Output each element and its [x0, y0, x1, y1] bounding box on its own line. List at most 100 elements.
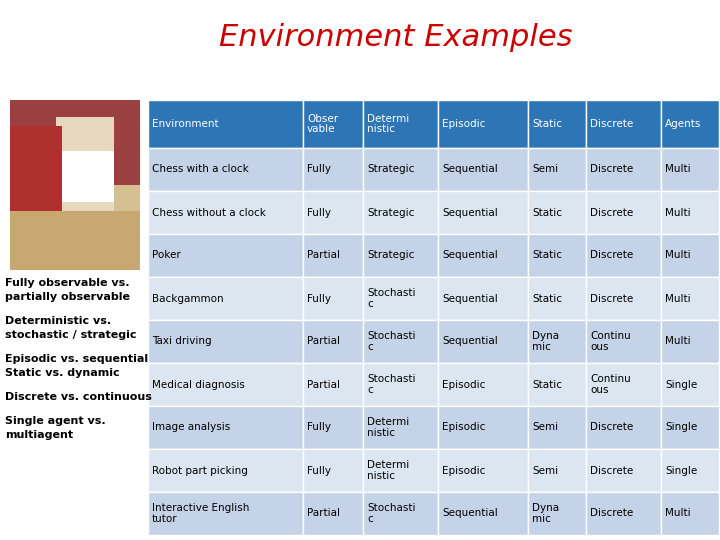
Text: Fully: Fully	[307, 422, 331, 433]
Text: partially observable: partially observable	[5, 292, 130, 302]
Bar	[528, 449, 586, 492]
Text: Discrete: Discrete	[590, 165, 634, 174]
Text: Sequential: Sequential	[442, 165, 498, 174]
Text: Sequential: Sequential	[442, 294, 498, 303]
Bar	[363, 277, 438, 320]
Text: Partial: Partial	[307, 509, 340, 518]
Text: Single: Single	[665, 380, 697, 389]
Bar	[303, 100, 363, 148]
Text: Discrete: Discrete	[590, 119, 634, 129]
Text: Multi: Multi	[665, 251, 690, 260]
Text: Discrete: Discrete	[590, 509, 634, 518]
Bar	[586, 277, 661, 320]
Text: Single agent vs.: Single agent vs.	[5, 416, 106, 426]
Bar	[303, 492, 363, 535]
Bar	[363, 234, 438, 277]
Text: Deterministic vs.: Deterministic vs.	[5, 316, 111, 326]
Bar	[586, 148, 661, 191]
Bar	[528, 492, 586, 535]
Bar	[586, 100, 661, 148]
Text: Multi: Multi	[665, 207, 690, 218]
Bar	[363, 191, 438, 234]
Bar	[363, 320, 438, 363]
Bar	[438, 234, 528, 277]
Text: Multi: Multi	[665, 294, 690, 303]
Text: Backgammon: Backgammon	[152, 294, 224, 303]
Text: Discrete: Discrete	[590, 251, 634, 260]
Bar	[661, 234, 719, 277]
Text: Determi
nistic: Determi nistic	[367, 460, 409, 481]
Bar	[586, 363, 661, 406]
Bar	[661, 277, 719, 320]
Bar	[10, 100, 140, 270]
Text: Continu
ous: Continu ous	[590, 331, 631, 352]
Text: Partial: Partial	[307, 380, 340, 389]
Text: Partial: Partial	[307, 336, 340, 347]
Text: Dyna
mic: Dyna mic	[532, 331, 559, 352]
Bar	[363, 100, 438, 148]
Bar	[363, 492, 438, 535]
Bar	[363, 148, 438, 191]
Bar	[303, 191, 363, 234]
Text: Chess without a clock: Chess without a clock	[152, 207, 266, 218]
Bar	[10, 185, 140, 211]
Bar	[363, 449, 438, 492]
Bar	[586, 449, 661, 492]
Text: Sequential: Sequential	[442, 509, 498, 518]
Text: Multi: Multi	[665, 165, 690, 174]
Text: Strategic: Strategic	[367, 207, 415, 218]
Text: Discrete vs. continuous: Discrete vs. continuous	[5, 392, 152, 402]
Text: Discrete: Discrete	[590, 422, 634, 433]
Text: Discrete: Discrete	[590, 465, 634, 476]
Bar	[303, 320, 363, 363]
Bar	[586, 234, 661, 277]
Text: Episodic: Episodic	[442, 422, 485, 433]
Bar	[586, 320, 661, 363]
Bar	[10, 193, 140, 270]
Bar	[148, 234, 303, 277]
Text: Fully observable vs.: Fully observable vs.	[5, 278, 130, 288]
Text: Strategic: Strategic	[367, 165, 415, 174]
Bar	[303, 148, 363, 191]
Bar	[148, 363, 303, 406]
Bar	[528, 320, 586, 363]
Text: Static: Static	[532, 294, 562, 303]
Text: Chess with a clock: Chess with a clock	[152, 165, 248, 174]
Text: Sequential: Sequential	[442, 336, 498, 347]
Bar	[303, 363, 363, 406]
Text: Fully: Fully	[307, 465, 331, 476]
Bar	[586, 406, 661, 449]
Text: Stochasti
c: Stochasti c	[367, 374, 415, 395]
Bar	[661, 148, 719, 191]
Bar	[148, 191, 303, 234]
Text: stochastic / strategic: stochastic / strategic	[5, 330, 137, 340]
Bar	[303, 449, 363, 492]
Text: Static: Static	[532, 119, 562, 129]
Bar	[10, 125, 62, 211]
Text: Obser
vable: Obser vable	[307, 113, 338, 134]
Text: Image analysis: Image analysis	[152, 422, 230, 433]
Text: Medical diagnosis: Medical diagnosis	[152, 380, 245, 389]
Bar	[528, 363, 586, 406]
Text: Strategic: Strategic	[367, 251, 415, 260]
Text: Fully: Fully	[307, 207, 331, 218]
Text: Single: Single	[665, 422, 697, 433]
Bar	[661, 363, 719, 406]
Text: Episodic: Episodic	[442, 380, 485, 389]
Bar	[661, 320, 719, 363]
Text: Static: Static	[532, 251, 562, 260]
Bar	[438, 148, 528, 191]
Text: Continu
ous: Continu ous	[590, 374, 631, 395]
Bar	[438, 363, 528, 406]
Text: Episodic: Episodic	[442, 465, 485, 476]
Bar	[438, 492, 528, 535]
Bar	[528, 100, 586, 148]
Text: Environment: Environment	[152, 119, 219, 129]
Text: Robot part picking: Robot part picking	[152, 465, 248, 476]
Text: Semi: Semi	[532, 422, 558, 433]
Bar	[148, 449, 303, 492]
Text: Environment Examples: Environment Examples	[220, 24, 572, 52]
Text: Sequential: Sequential	[442, 251, 498, 260]
Text: Static: Static	[532, 380, 562, 389]
Text: Episodic vs. sequential: Episodic vs. sequential	[5, 354, 148, 364]
